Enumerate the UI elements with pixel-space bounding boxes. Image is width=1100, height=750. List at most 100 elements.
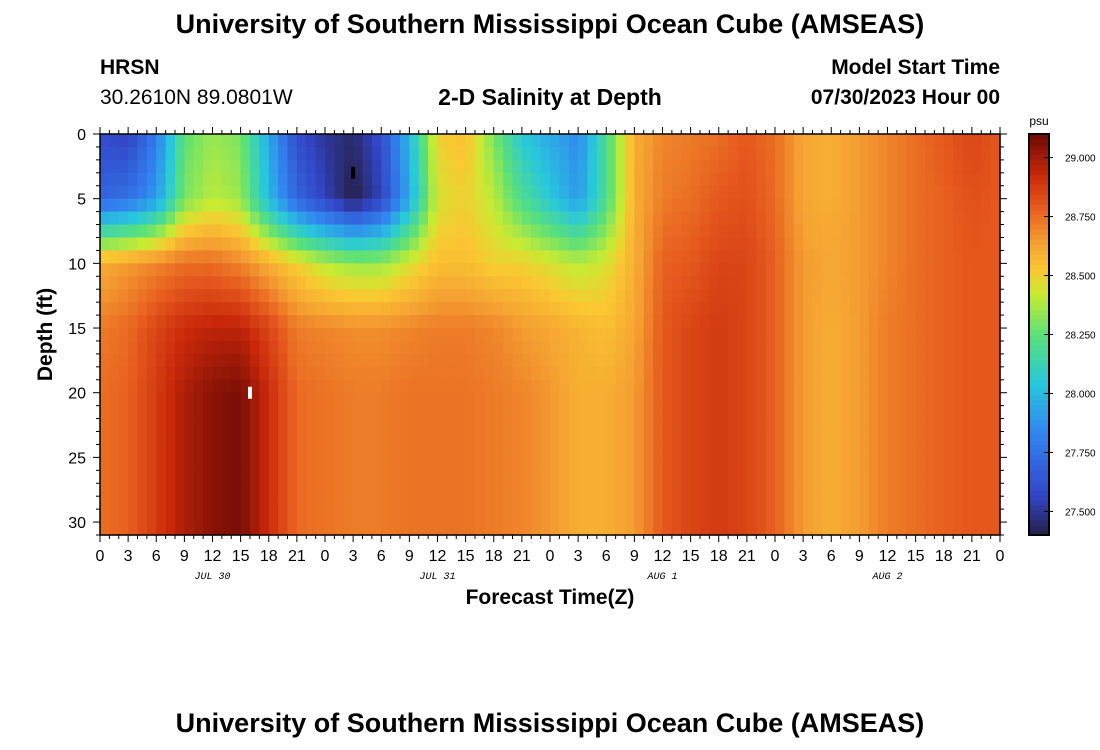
heatmap-cell: [409, 522, 420, 536]
heatmap-cell: [250, 431, 260, 446]
heatmap-cell: [371, 159, 382, 174]
heatmap-cell: [756, 328, 767, 342]
heatmap-cell: [887, 276, 898, 290]
heatmap-cell: [503, 224, 514, 239]
heatmap-cell: [146, 224, 157, 239]
heatmap-cell: [671, 340, 682, 355]
heatmap-cell: [146, 276, 157, 290]
heatmap-cell: [878, 483, 889, 497]
heatmap-cell: [812, 250, 823, 264]
heatmap-cell: [634, 302, 645, 316]
heatmap-cell: [521, 366, 532, 381]
heatmap-cell: [906, 340, 917, 355]
heatmap-cell: [118, 457, 129, 471]
heatmap-cell: [653, 522, 664, 536]
heatmap-cell: [559, 431, 570, 446]
heatmap-cell: [521, 483, 532, 497]
heatmap-cell: [278, 444, 289, 458]
heatmap-cell: [100, 250, 110, 264]
heatmap-cell: [878, 405, 889, 420]
heatmap-cell: [287, 146, 298, 161]
heatmap-cell: [690, 444, 701, 458]
heatmap-cell: [184, 418, 195, 433]
heatmap-cell: [100, 340, 110, 355]
heatmap-cell: [878, 418, 889, 433]
heatmap-cell: [193, 328, 204, 342]
heatmap-cell: [643, 146, 654, 161]
heatmap-cell: [634, 250, 645, 264]
heatmap-cell: [812, 418, 823, 433]
heatmap-cell: [587, 224, 598, 239]
heatmap-cell: [484, 263, 495, 277]
heatmap-cell: [971, 159, 982, 174]
heatmap-cell: [662, 134, 673, 148]
heatmap-cell: [334, 405, 345, 420]
heatmap-cell: [718, 353, 729, 368]
heatmap-cell: [231, 159, 242, 174]
heatmap-cell: [840, 237, 851, 252]
heatmap-cell: [887, 237, 898, 252]
heatmap-cell: [934, 134, 945, 148]
heatmap-cell: [512, 172, 523, 187]
heatmap-cell: [634, 328, 645, 342]
heatmap-cell: [353, 289, 364, 303]
heatmap-cell: [212, 522, 223, 536]
heatmap-cell: [915, 250, 926, 264]
heatmap-cell: [784, 237, 795, 252]
heatmap-cell: [315, 302, 326, 316]
heatmap-cell: [962, 315, 973, 329]
heatmap-cell: [456, 237, 467, 252]
heatmap-cell: [475, 146, 485, 161]
heatmap-cell: [381, 431, 392, 446]
heatmap-cell: [371, 496, 382, 510]
x-tick-label: 21: [738, 548, 756, 565]
heatmap-cell: [953, 470, 964, 484]
heatmap-cell: [868, 379, 879, 394]
heatmap-cell: [250, 509, 260, 523]
heatmap-cell: [503, 237, 514, 252]
heatmap-cell: [671, 211, 682, 226]
colorbar-segment: [1029, 504, 1049, 511]
heatmap-cell: [259, 276, 270, 290]
heatmap-cell: [606, 250, 617, 264]
heatmap-cell: [231, 276, 242, 290]
heatmap-cell: [700, 134, 710, 148]
heatmap-cell: [128, 224, 139, 239]
heatmap-cell: [221, 509, 232, 523]
heatmap-cell: [428, 496, 439, 510]
heatmap-cell: [634, 522, 645, 536]
heatmap-cell: [878, 159, 889, 174]
heatmap-cell: [371, 366, 382, 381]
heatmap-cell: [906, 146, 917, 161]
heatmap-cell: [653, 496, 664, 510]
heatmap-cell: [306, 250, 317, 264]
heatmap-cell: [784, 522, 795, 536]
heatmap-cell: [681, 379, 692, 394]
heatmap-cell: [812, 134, 823, 148]
heatmap-cell: [137, 470, 148, 484]
heatmap-cell: [390, 276, 401, 290]
heatmap-cell: [550, 198, 560, 213]
heatmap-cell: [193, 172, 204, 187]
heatmap-cell: [850, 263, 860, 277]
heatmap-cell: [353, 185, 364, 200]
heatmap-cell: [212, 146, 223, 161]
heatmap-cell: [906, 289, 917, 303]
heatmap-cell: [100, 328, 110, 342]
heatmap-cell: [662, 302, 673, 316]
heatmap-cell: [212, 457, 223, 471]
heatmap-cell: [606, 134, 617, 148]
heatmap-cell: [746, 198, 757, 213]
heatmap-cell: [109, 302, 120, 316]
heatmap-cell: [306, 444, 317, 458]
heatmap-cell: [775, 159, 785, 174]
heatmap-cell: [896, 353, 907, 368]
heatmap-cell: [756, 172, 767, 187]
heatmap-cell: [896, 315, 907, 329]
heatmap-cell: [643, 315, 654, 329]
heatmap-cell: [550, 224, 560, 239]
heatmap-cell: [953, 366, 964, 381]
heatmap-cell: [540, 185, 551, 200]
heatmap-cell: [184, 405, 195, 420]
heatmap-cell: [868, 328, 879, 342]
